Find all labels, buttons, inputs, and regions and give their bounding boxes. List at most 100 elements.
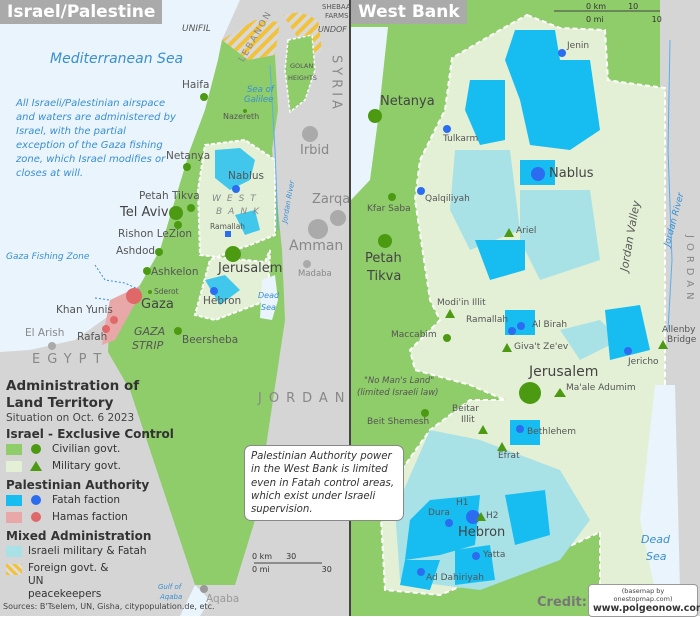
label-tulkarm: Tulkarm (443, 134, 479, 144)
label-dead: Dead (258, 291, 280, 300)
circle-icon (28, 512, 44, 523)
legend: Administration of Land Territory Situati… (6, 378, 176, 600)
scale-km-right: 0 km 10 (586, 2, 639, 11)
city-yatta (472, 552, 480, 560)
city-al-birah (517, 322, 525, 330)
west-bank-area (193, 138, 276, 322)
label-gulf-of: Gulf of (158, 583, 182, 591)
label-heights: HEIGHTS (288, 74, 317, 82)
settlement-maale-adumim (554, 388, 566, 397)
city-jenin (558, 49, 566, 57)
circle-icon (28, 495, 44, 506)
label-tikva: Tikva (367, 269, 402, 284)
label-tel-aviv: Tel Aviv (120, 205, 169, 220)
label-no-mans-land: "No Man's Land" (364, 376, 435, 386)
label-bank: BANK (216, 207, 265, 217)
settlement-modiin-illit (445, 309, 455, 318)
city-madaba (303, 260, 311, 268)
legend-item-civilian: Civilian govt. (6, 441, 176, 458)
label-gaza-fishing-zone: Gaza Fishing Zone (6, 252, 90, 262)
label-bethlehem: Bethlehem (527, 427, 576, 437)
panel-title-west-bank: West Bank (351, 0, 467, 24)
label-golan: GOLAN (290, 62, 314, 70)
label-bridge: Bridge (667, 335, 697, 345)
golan-heights (284, 34, 316, 114)
city-gaza (126, 288, 142, 304)
label-nablus: Nablus (228, 170, 264, 182)
gulf-of-aqaba (180, 585, 210, 616)
panel-title-israel-palestine: Israel/Palestine (0, 0, 163, 24)
sources: Sources: B'Tselem, UN, Gisha, citypopula… (3, 602, 215, 611)
airspace-note: All Israeli/Palestinian airspace and wat… (16, 98, 176, 179)
label-jordan: JORDAN (684, 235, 695, 305)
label-jerusalem: Jerusalem (218, 261, 283, 276)
city-ashdod (155, 248, 163, 256)
city-tulkarm (443, 125, 451, 133)
triangle-icon (28, 461, 44, 472)
city-kfar-saba (388, 193, 396, 201)
label-jenin: Jenin (567, 41, 590, 51)
left-map (0, 0, 350, 616)
label-illit: Illit (461, 415, 475, 425)
fishing-zone-line (94, 264, 141, 301)
settlement-givat-zeev (502, 343, 512, 352)
circle-icon (28, 444, 44, 455)
city-zarqa (330, 210, 346, 226)
credit-basemap: (basemap by onestopmap.com) (613, 587, 673, 603)
label-kfar-saba: Kfar Saba (367, 204, 411, 214)
scale-km: 0 km 30 (252, 552, 297, 561)
label-dura: Dura (428, 508, 450, 518)
city-irbid (302, 126, 318, 142)
city-tel-aviv (169, 206, 183, 220)
city-nablus (531, 167, 545, 181)
dead-sea (260, 275, 278, 320)
label-el-arish: El Arish (25, 327, 65, 339)
label-netanya: Netanya (380, 94, 435, 109)
label-madaba: Madaba (298, 269, 332, 279)
label-limited-israeli-law: (limited Israeli law) (357, 388, 439, 398)
settlement-efrat (497, 442, 507, 451)
label-west: WEST (212, 194, 262, 204)
label-al-birah: Al Birah (532, 320, 568, 330)
label-sea: Sea (261, 303, 276, 312)
city-ramallah (225, 231, 231, 237)
allenby-bridge (658, 340, 668, 349)
label-mediterranean-sea: Mediterranean Sea (50, 51, 184, 67)
label-qalqiliyah: Qalqiliyah (425, 194, 470, 204)
label-h2: H2 (486, 511, 499, 521)
city-maccabim (443, 334, 451, 342)
right-map (351, 0, 700, 616)
label-beit-shemesh: Beit Shemesh (367, 417, 430, 427)
label-nazereth: Nazereth (223, 112, 260, 121)
label-maale-adumim: Ma'ale Adumim (566, 383, 636, 393)
label-jerusalem: Jerusalem (529, 364, 599, 380)
credit-site-link[interactable]: www.polgeonow.com (593, 603, 700, 614)
label-ad-dahiriyah: Ad Dahiriyah (426, 573, 484, 583)
label-ramallah: Ramallah (466, 315, 509, 325)
label-ashdod: Ashdod (116, 245, 156, 257)
credit-box: (basemap by onestopmap.com) www.polgeono… (588, 584, 700, 617)
label-ashkelon: Ashkelon (151, 266, 199, 278)
label-hebron: Hebron (203, 295, 242, 307)
label-nablus: Nablus (549, 166, 594, 181)
label-h1: H1 (456, 498, 469, 508)
label-allenby: Allenby (662, 325, 696, 335)
label-dead: Dead (641, 533, 670, 546)
label-sea-of: Sea of (247, 85, 274, 95)
label-maccabim: Maccabim (391, 330, 437, 340)
jordan-river (667, 39, 673, 331)
scale-mi: 0 mi 30 (252, 565, 332, 574)
city-khan-yunis (110, 316, 118, 324)
city-bethlehem (516, 425, 524, 433)
jordan-river (269, 64, 279, 231)
fatah-areas (205, 148, 260, 305)
city-hebron (210, 287, 218, 295)
mediterranean-sea (0, 0, 240, 352)
label-egypt: EGYPT (32, 352, 109, 367)
city-amman (308, 219, 328, 239)
city-hebron-h1 (466, 510, 480, 524)
city-ashkelon (143, 267, 151, 275)
label-jordan: JORDAN (258, 391, 352, 406)
label-beitar: Beitar (452, 404, 479, 414)
